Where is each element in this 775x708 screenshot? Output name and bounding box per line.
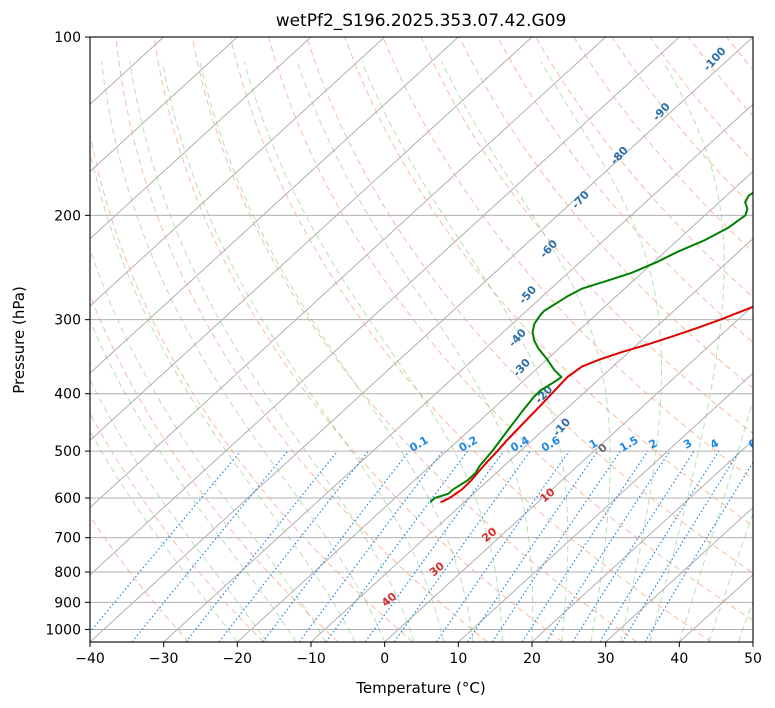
moist-adiabat-line — [243, 61, 503, 642]
isobar-grid — [90, 37, 753, 630]
x-tick-label: 40 — [670, 651, 688, 667]
mixing-ratio-line — [90, 450, 242, 633]
dry-adiabat-line — [90, 131, 414, 642]
isotherm-line — [90, 37, 312, 240]
y-tick-label: 1000 — [45, 622, 81, 638]
dry-adiabat-line — [496, 37, 753, 344]
mixing-ratio-line — [325, 450, 468, 642]
temperature-line — [440, 305, 753, 504]
isotherm-line — [90, 37, 238, 173]
x-tick-label: −30 — [149, 651, 179, 667]
y-axis-label: Pressure (hPa) — [10, 286, 28, 394]
mixing-ratio-line — [435, 450, 570, 642]
moist-adiabat-line — [90, 378, 268, 642]
skewed-isotherm-grid — [90, 37, 753, 642]
mixing-ratio-line — [521, 450, 649, 642]
mixing-ratio-line — [393, 450, 531, 642]
isotherm-line — [90, 37, 386, 307]
moist-adiabat-line — [90, 430, 238, 642]
mixing-ratio-label: 6 — [746, 436, 759, 451]
moist-adiabat-line — [361, 61, 569, 642]
y-tick-label: 300 — [54, 313, 81, 329]
dry-adiabat-line — [115, 37, 488, 642]
mixing-ratio-line — [262, 450, 410, 642]
dry-adiabat-line — [229, 37, 712, 642]
y-tick-label: 800 — [54, 565, 81, 581]
y-tick-label: 400 — [54, 387, 81, 403]
x-axis-label: Temperature (°C) — [355, 679, 485, 697]
isotherm-line — [531, 439, 753, 642]
dry-adiabat-line — [765, 37, 775, 642]
dry-adiabat-line — [535, 37, 753, 298]
mixing-ratio-line — [364, 450, 505, 642]
isotherm-line — [310, 237, 753, 642]
moist-adiabat-line — [440, 61, 611, 642]
isotherm-line — [236, 170, 753, 642]
dry-adiabat-line — [268, 37, 753, 622]
y-tick-label: 700 — [54, 531, 81, 547]
isotherm-line — [163, 103, 753, 642]
isotherm-line — [752, 641, 753, 642]
x-tick-label: −10 — [296, 651, 326, 667]
y-tick-label: 200 — [54, 208, 81, 224]
moist-adiabat-line — [161, 61, 445, 642]
isotherm-line — [384, 305, 753, 642]
mixing-ratio-line — [298, 450, 444, 642]
x-tick-label: 0 — [380, 651, 389, 667]
x-tick-label: 20 — [523, 651, 541, 667]
mixing-ratio-line — [491, 450, 621, 642]
dry-adiabat-line — [382, 37, 753, 481]
isotherm-line — [457, 372, 753, 642]
dry-adiabat-line — [90, 515, 190, 642]
x-tick-label: 30 — [597, 651, 615, 667]
dewpoint-line — [429, 191, 753, 504]
mixing-ratio-line — [466, 450, 599, 642]
mixing-ratio-line — [545, 450, 671, 642]
moist-adiabat-line — [678, 398, 753, 642]
y-tick-label: 900 — [54, 595, 81, 611]
y-tick-label: 500 — [54, 444, 81, 460]
isotherm-line — [605, 506, 753, 642]
moist-adiabat-line — [101, 61, 386, 642]
mixing-ratio-line — [185, 450, 339, 642]
y-axis-ticks: 100 200 300 400 500 600 700 800 900 1000 — [45, 30, 90, 638]
moist-adiabat-line — [90, 319, 297, 642]
x-axis-ticks: −40 −30 −20 −10 0 10 20 30 40 50 — [75, 642, 762, 667]
x-tick-label: −20 — [223, 651, 253, 667]
isotherm-line — [90, 37, 753, 642]
isotherm-line — [90, 37, 607, 509]
moist-adiabat-line — [296, 61, 534, 642]
moist-adiabats — [90, 61, 753, 642]
isotherm-line — [90, 37, 533, 442]
chart-title: wetPf2_S196.2025.353.07.42.G09 — [276, 11, 567, 31]
y-tick-label: 100 — [54, 30, 81, 46]
profile-series — [429, 191, 753, 504]
x-tick-label: 10 — [449, 651, 467, 667]
moist-adiabat-line — [708, 512, 753, 642]
mixing-ratio-lines — [90, 450, 753, 642]
mixing-ratio-line — [572, 450, 695, 642]
moist-adiabat-line — [129, 61, 415, 642]
mixing-ratio-line — [131, 450, 289, 642]
moist-adiabat-line — [540, 61, 662, 642]
dry-adiabat-line — [153, 37, 563, 642]
x-tick-label: −40 — [75, 651, 105, 667]
dry-adiabat-line — [344, 37, 753, 527]
dry-adiabat-line — [90, 412, 264, 642]
y-tick-label: 600 — [54, 491, 81, 507]
dry-adiabat-line — [306, 37, 753, 574]
isotherm-line — [90, 37, 680, 576]
moist-adiabat-line — [199, 61, 474, 642]
moist-adiabat-line — [649, 61, 725, 642]
moist-adiabat-line — [90, 149, 356, 642]
mixing-ratio-line — [621, 450, 740, 642]
dry-adiabat-line — [191, 37, 638, 642]
plot-frame — [89, 36, 754, 643]
x-tick-label: 50 — [744, 651, 762, 667]
